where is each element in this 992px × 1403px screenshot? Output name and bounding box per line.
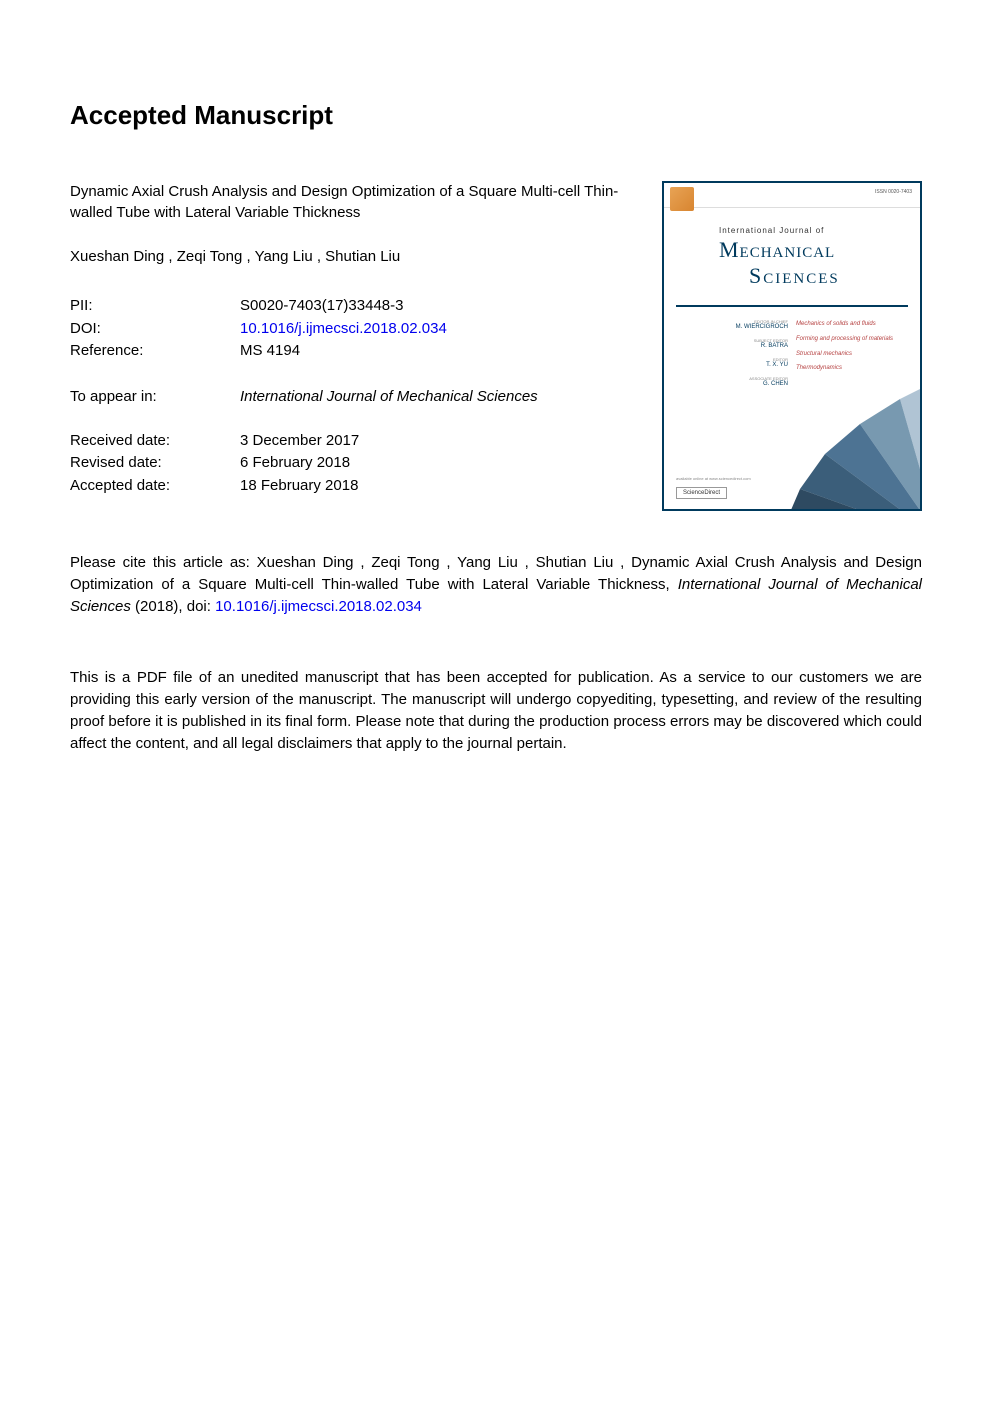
disclaimer-text: This is a PDF file of an unedited manusc… xyxy=(70,667,922,754)
appear-in-row: To appear in: International Journal of M… xyxy=(70,388,632,405)
accepted-manuscript-heading: Accepted Manuscript xyxy=(70,100,922,131)
pii-row: PII: S0020-7403(17)33448-3 xyxy=(70,295,632,318)
accepted-label: Accepted date: xyxy=(70,475,240,498)
cover-mechanical-text: Mechanical xyxy=(719,237,908,263)
reference-row: Reference: MS 4194 xyxy=(70,340,632,363)
reference-label: Reference: xyxy=(70,340,240,363)
cover-divider xyxy=(676,305,908,307)
cover-bottom: available online at www.sciencedirect.co… xyxy=(664,429,920,509)
received-label: Received date: xyxy=(70,430,240,453)
cover-top-bar: ISSN 0020-7403 xyxy=(664,183,920,208)
revised-row: Revised date: 6 February 2018 xyxy=(70,452,632,475)
received-row: Received date: 3 December 2017 xyxy=(70,430,632,453)
cover-journal-name: Mechanical Sciences xyxy=(719,237,908,289)
revised-value: 6 February 2018 xyxy=(240,452,350,475)
reference-value: MS 4194 xyxy=(240,340,300,363)
accepted-value: 18 February 2018 xyxy=(240,475,358,498)
appear-in-label: To appear in: xyxy=(70,388,240,405)
doi-label: DOI: xyxy=(70,318,240,341)
right-column: ISSN 0020-7403 International Journal of … xyxy=(662,181,922,522)
content-wrapper: Dynamic Axial Crush Analysis and Design … xyxy=(70,181,922,522)
sciencedirect-badge: ScienceDirect xyxy=(676,487,727,499)
editor-in-chief: EDITOR-IN-CHIEF M. WIERCIGROCH xyxy=(676,319,788,330)
pii-value: S0020-7403(17)33448-3 xyxy=(240,295,403,318)
citation-doi-link[interactable]: 10.1016/j.ijmecsci.2018.02.034 xyxy=(215,598,422,615)
article-title: Dynamic Axial Crush Analysis and Design … xyxy=(70,181,632,223)
citation-text: Please cite this article as: Xueshan Din… xyxy=(70,552,922,617)
cover-topic: Mechanics of solids and fluids xyxy=(796,319,908,330)
left-column: Dynamic Axial Crush Analysis and Design … xyxy=(70,181,632,522)
metadata-table: PII: S0020-7403(17)33448-3 DOI: 10.1016/… xyxy=(70,295,632,363)
appear-in-journal: International Journal of Mechanical Scie… xyxy=(240,388,538,405)
elsevier-logo-icon xyxy=(670,187,694,211)
available-online-text: available online at www.sciencedirect.co… xyxy=(676,476,751,481)
doi-row: DOI: 10.1016/j.ijmecsci.2018.02.034 xyxy=(70,318,632,341)
citation-year: (2018), doi: xyxy=(131,598,215,615)
doi-link[interactable]: 10.1016/j.ijmecsci.2018.02.034 xyxy=(240,318,447,341)
cover-fan-graphic xyxy=(740,409,920,509)
accepted-row: Accepted date: 18 February 2018 xyxy=(70,475,632,498)
authors-list: Xueshan Ding , Zeqi Tong , Yang Liu , Sh… xyxy=(70,248,632,265)
journal-cover-thumbnail: ISSN 0020-7403 International Journal of … xyxy=(662,181,922,511)
editor-name: M. WIERCIGROCH xyxy=(676,324,788,330)
fan-svg xyxy=(740,339,922,511)
cover-issn: ISSN 0020-7403 xyxy=(875,189,912,195)
revised-label: Revised date: xyxy=(70,452,240,475)
cover-intl-text: International Journal of xyxy=(719,226,908,235)
cover-sciences-text: Sciences xyxy=(719,263,908,289)
cover-title-area: International Journal of Mechanical Scie… xyxy=(664,208,920,297)
dates-table: Received date: 3 December 2017 Revised d… xyxy=(70,430,632,498)
pii-label: PII: xyxy=(70,295,240,318)
received-value: 3 December 2017 xyxy=(240,430,359,453)
